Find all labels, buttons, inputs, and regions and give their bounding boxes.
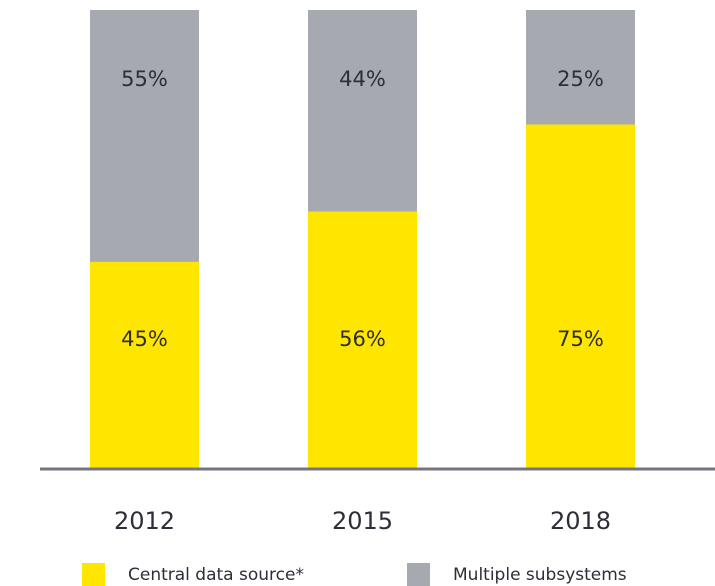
x-tick-label: 2015 <box>332 507 393 535</box>
bar-segment <box>90 10 199 262</box>
data-label: 44% <box>339 67 386 91</box>
data-label: 25% <box>557 67 604 91</box>
data-label: 45% <box>121 327 168 351</box>
legend-swatch <box>82 563 105 586</box>
legend-label: Multiple subsystems <box>453 565 627 585</box>
x-tick-label: 2012 <box>114 507 175 535</box>
bar-segment <box>308 10 417 212</box>
legend-label: Central data source* <box>128 565 304 585</box>
bar-segment <box>308 211 417 468</box>
x-tick-label: 2018 <box>550 507 611 535</box>
bar-segment <box>526 10 635 125</box>
bar-segment <box>90 261 199 468</box>
data-label: 56% <box>339 327 386 351</box>
bar-segment <box>526 124 635 468</box>
data-label: 55% <box>121 67 168 91</box>
legend-swatch <box>407 563 430 586</box>
data-label: 75% <box>557 327 604 351</box>
